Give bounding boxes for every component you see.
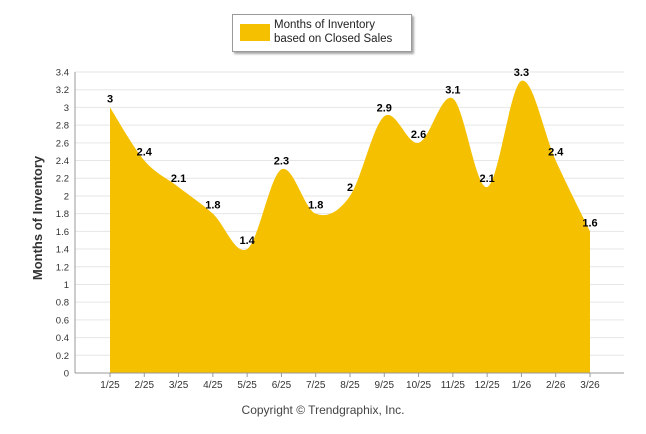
y-tick-label: 1.8	[56, 209, 69, 220]
y-tick-label: 2.6	[56, 138, 69, 149]
x-tick-label: 2/26	[546, 380, 566, 391]
y-tick-label: 0	[64, 369, 69, 380]
y-tick-label: 3.2	[56, 85, 69, 96]
data-label: 2	[347, 182, 353, 194]
data-labels: 3 2.4 2.1 1.8 1.4 2.3 1.8 2 2.9 2.6 3.1 2.1 3.3 2.4 1.…	[107, 67, 598, 247]
y-tick-label: 2	[64, 191, 69, 202]
copyright-text: Copyright © Trendgraphix, Inc.	[241, 403, 405, 417]
data-label: 1.8	[308, 200, 323, 212]
y-tick-label: 3	[64, 103, 69, 114]
area-series-fill	[110, 80, 590, 374]
y-tick-label: 0.2	[56, 351, 69, 362]
y-tick-label: 3.4	[56, 68, 69, 79]
x-tick-label: 5/25	[237, 380, 257, 391]
legend-label: Months of Inventory based on Closed Sale…	[274, 19, 393, 45]
legend-swatch	[240, 24, 270, 41]
x-tick-label: 1/25	[100, 380, 120, 391]
x-tick-label: 7/25	[306, 380, 326, 391]
data-label: 2.1	[479, 173, 494, 185]
x-tick-label: 6/25	[272, 380, 292, 391]
data-label: 2.3	[274, 155, 289, 167]
data-label: 3.1	[445, 85, 460, 97]
y-axis-title: Months of Inventory	[30, 155, 45, 280]
x-tick-label: 8/25	[340, 380, 360, 391]
data-label: 1.4	[239, 235, 255, 247]
data-label: 2.6	[411, 129, 426, 141]
y-tick-label: 1.4	[56, 245, 69, 256]
data-label: 1.6	[582, 217, 597, 229]
x-tick-label: 9/25	[375, 380, 395, 391]
y-tick-label: 2.4	[56, 156, 69, 167]
y-tick-label: 2.2	[56, 174, 69, 185]
y-tick-label: 0.8	[56, 298, 69, 309]
x-tick-label: 1/26	[512, 380, 532, 391]
x-tick-label: 4/25	[203, 380, 223, 391]
y-tick-label: 0.4	[56, 333, 69, 344]
y-tick-label: 0.6	[56, 315, 69, 326]
x-tick-label: 3/25	[169, 380, 189, 391]
x-tick-label: 10/25	[406, 380, 431, 391]
data-label: 3.3	[514, 67, 529, 79]
x-tick-label: 11/25	[441, 380, 466, 391]
data-label: 2.4	[548, 147, 564, 159]
data-label: 3	[107, 93, 113, 105]
data-label: 2.9	[377, 102, 392, 114]
axes	[74, 72, 624, 377]
y-tick-labels: 0 0.2 0.4 0.6 0.8 1 1.2 1.4 1.6 1.8 2 2.2 2.4 2.6 2.8 3…	[56, 68, 69, 380]
x-tick-label: 12/25	[475, 380, 500, 391]
y-tick-label: 1.6	[56, 227, 69, 238]
legend: Months of Inventory based on Closed Sale…	[232, 14, 412, 52]
area-series	[109, 80, 591, 374]
y-tick-label: 1	[64, 280, 69, 291]
y-tick-label: 2.8	[56, 121, 69, 132]
x-tick-labels: 1/25 2/25 3/25 4/25 5/25 6/25 7/25 8/25 9/25 10/2…	[100, 380, 600, 391]
x-tick-label: 2/25	[135, 380, 155, 391]
data-label: 1.8	[205, 200, 220, 212]
x-tick-label: 3/26	[580, 380, 600, 391]
data-label: 2.4	[137, 147, 153, 159]
data-label: 2.1	[171, 173, 186, 185]
y-tick-label: 1.2	[56, 262, 69, 273]
